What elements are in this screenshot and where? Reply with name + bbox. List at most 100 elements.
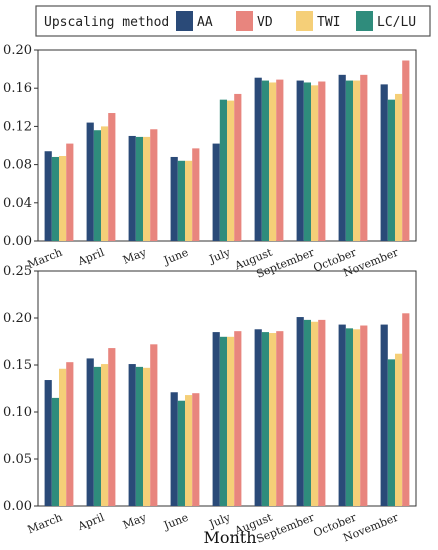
bar-lc-lu-november	[387, 99, 395, 241]
legend-label-vd: VD	[257, 15, 273, 30]
y-tick-label: 0.20	[3, 311, 32, 326]
bar-lc-lu-august	[261, 80, 269, 241]
bar-twi-august	[269, 82, 277, 241]
bar-vd-october	[360, 325, 368, 506]
bar-aa-may	[128, 364, 136, 506]
y-tick-label: 0.10	[3, 405, 32, 420]
x-tick-label-march: March	[26, 511, 65, 537]
y-tick-label: 0.15	[3, 358, 32, 373]
bar-vd-may	[150, 129, 158, 241]
bar-twi-june	[185, 160, 193, 241]
y-tick-label: 0.12	[3, 119, 32, 134]
bar-vd-may	[150, 344, 158, 506]
bar-twi-november	[395, 353, 403, 506]
bar-lc-lu-april	[93, 366, 101, 506]
x-tick-label-may: May	[121, 245, 149, 266]
legend: Upscaling method AA VD TWI LC/LU	[35, 5, 431, 37]
bar-aa-october	[338, 74, 346, 241]
bar-lc-lu-october	[345, 328, 353, 506]
y-tick-label: 0.04	[3, 196, 32, 211]
x-tick-label-july: July	[207, 245, 233, 266]
bar-aa-june	[170, 156, 178, 241]
bar-aa-march	[44, 380, 52, 506]
bar-aa-september	[296, 317, 304, 506]
bar-vd-august	[276, 79, 284, 241]
bar-lc-lu-august	[261, 332, 269, 506]
bar-aa-may	[128, 135, 136, 241]
bar-aa-november	[380, 84, 388, 241]
bar-twi-october	[353, 80, 361, 241]
bar-lc-lu-october	[345, 80, 353, 241]
bar-lc-lu-september	[303, 319, 311, 506]
bar-lc-lu-november	[387, 359, 395, 506]
y-tick-label: 0.08	[3, 158, 32, 173]
bar-vd-october	[360, 74, 368, 241]
bar-lc-lu-may	[135, 136, 143, 241]
bar-aa-november	[380, 324, 388, 506]
bar-twi-september	[311, 85, 319, 242]
bar-aa-september	[296, 80, 304, 241]
bar-vd-august	[276, 331, 284, 506]
bar-lc-lu-september	[303, 82, 311, 241]
bar-vd-september	[318, 319, 326, 506]
legend-swatch-vd	[236, 11, 253, 31]
bar-vd-july	[234, 331, 242, 506]
bar-vd-november	[402, 60, 410, 241]
bar-twi-may	[143, 367, 151, 506]
x-axis-label: Month	[203, 528, 256, 547]
bar-twi-november	[395, 93, 403, 242]
legend-swatch-lc-lu	[356, 11, 373, 31]
bar-lc-lu-april	[93, 130, 101, 241]
bar-twi-april	[101, 364, 109, 506]
bar-aa-july	[212, 332, 220, 506]
bar-aa-april	[86, 358, 94, 506]
bar-twi-march	[59, 368, 67, 506]
bar-vd-july	[234, 93, 242, 242]
legend-label-lc-lu: LC/LU	[377, 15, 416, 30]
legend-label-aa: AA	[197, 15, 213, 30]
bar-aa-june	[170, 392, 178, 506]
bar-lc-lu-march	[51, 156, 59, 241]
bar-twi-august	[269, 333, 277, 506]
bar-vd-april	[108, 348, 116, 506]
bar-vd-september	[318, 81, 326, 241]
bar-vd-march	[66, 143, 74, 241]
bar-aa-august	[254, 77, 262, 241]
bar-lc-lu-march	[51, 397, 59, 506]
legend-swatch-aa	[176, 11, 193, 31]
legend-swatch-twi	[296, 11, 313, 31]
x-tick-label-june: June	[161, 246, 190, 268]
bar-lc-lu-july	[219, 99, 227, 241]
x-tick-label-april: April	[75, 246, 107, 269]
legend-title: Upscaling method	[44, 15, 169, 30]
bar-lc-lu-july	[219, 336, 227, 506]
bar-aa-july	[212, 143, 220, 241]
chart-bottom: 0.00 0.05 0.10 0.15 0.20 0.25 March April May Jun…	[3, 264, 417, 546]
bar-vd-november	[402, 313, 410, 506]
bar-vd-april	[108, 113, 116, 241]
y-tick-label: 0.00	[3, 499, 32, 514]
bar-lc-lu-june	[177, 400, 185, 506]
bar-twi-may	[143, 136, 151, 241]
y-tick-label: 0.05	[3, 452, 32, 467]
bar-twi-july	[227, 100, 235, 242]
bar-twi-june	[185, 395, 193, 506]
legend-label-twi: TWI	[317, 15, 340, 30]
bar-aa-october	[338, 324, 346, 506]
bar-aa-march	[44, 151, 52, 241]
bar-twi-july	[227, 336, 235, 506]
y-tick-label: 0.25	[3, 264, 32, 279]
bar-lc-lu-june	[177, 160, 185, 241]
y-tick-label: 0.20	[3, 43, 32, 58]
bar-vd-june	[192, 148, 200, 241]
x-tick-label-may: May	[121, 510, 149, 531]
y-tick-label: 0.16	[3, 81, 32, 96]
bar-vd-march	[66, 362, 74, 506]
bar-twi-march	[59, 156, 67, 241]
bar-twi-september	[311, 321, 319, 506]
bar-twi-april	[101, 126, 109, 241]
x-tick-label-april: April	[75, 511, 107, 534]
y-tick-label: 0.00	[3, 234, 32, 249]
